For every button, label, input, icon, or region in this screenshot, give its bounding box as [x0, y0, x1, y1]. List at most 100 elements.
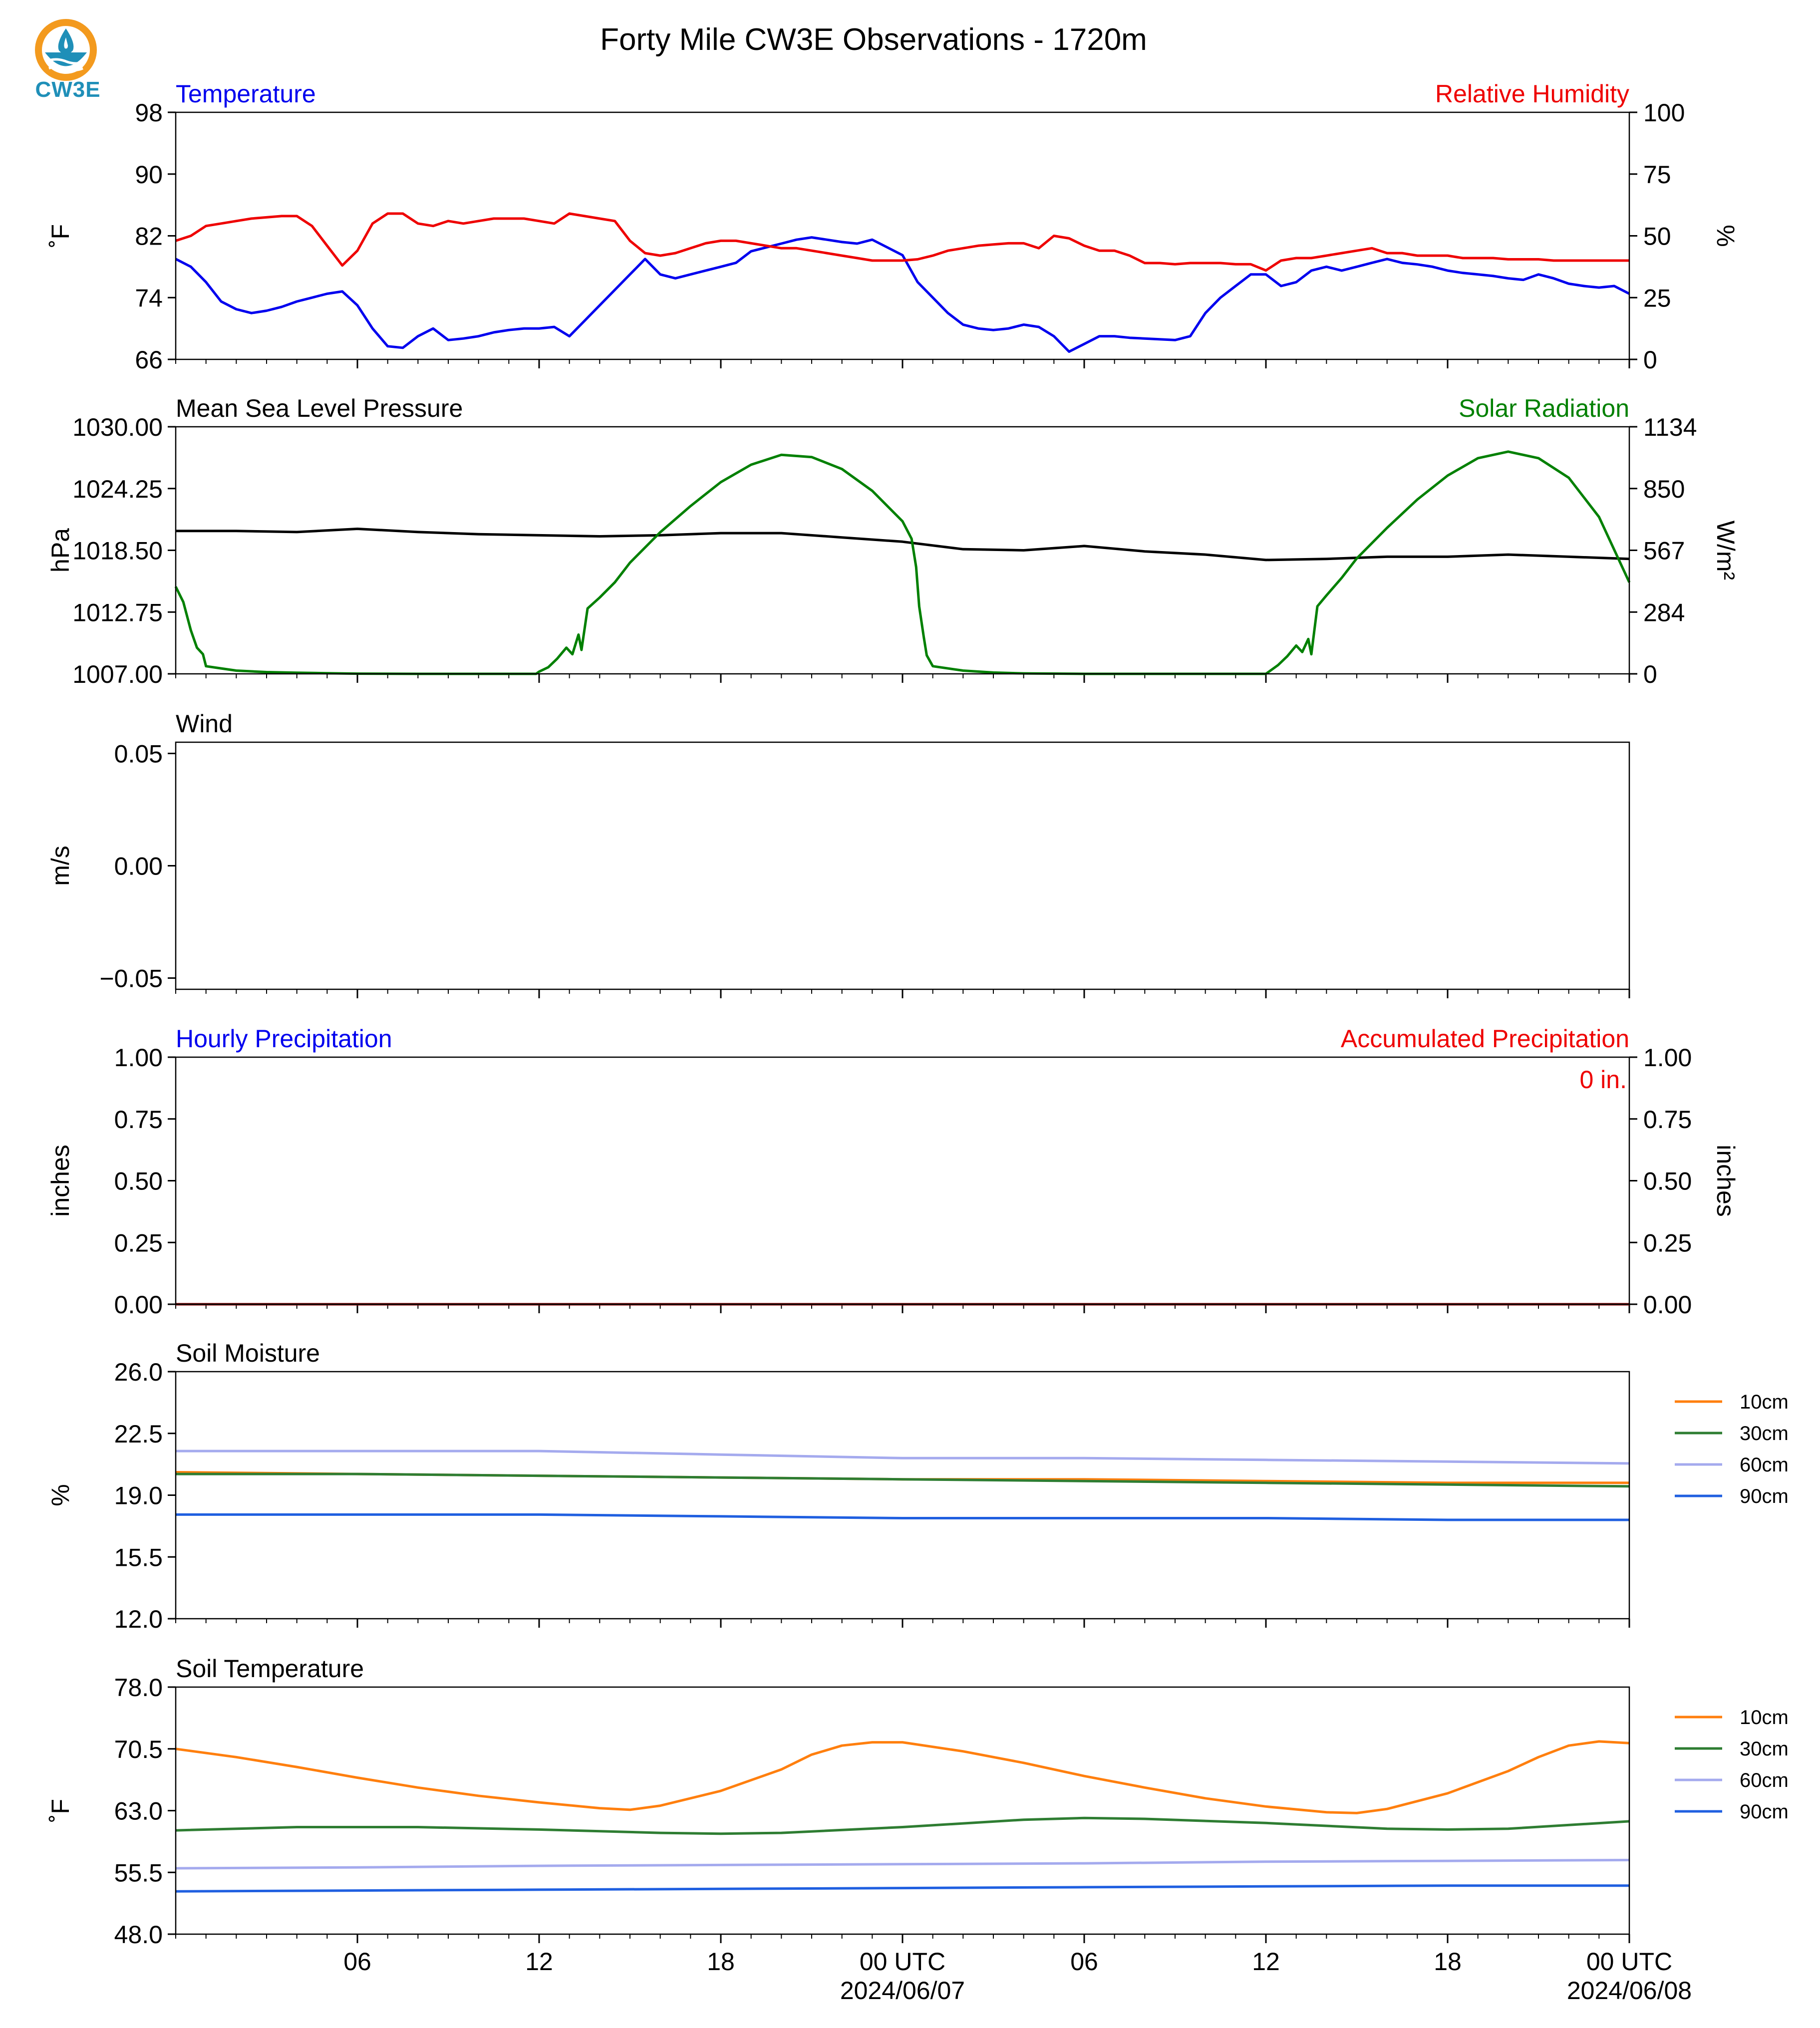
y-tick-label: 90 [135, 161, 163, 189]
panel-left-title: Temperature [176, 80, 316, 108]
y-tick-label: 0.50 [114, 1167, 163, 1195]
panel-6: Soil Temperature ˚F 78.0 70.5 63.0 55.5 48.0 10… [46, 1655, 1789, 1949]
logo-text: CW3E [35, 77, 101, 102]
y-tick-label: 1024.25 [72, 475, 163, 503]
figure-title: Forty Mile CW3E Observations - 1720m [600, 22, 1147, 57]
y2-tick-label: 100 [1643, 99, 1685, 127]
panel-left-title: Soil Temperature [176, 1655, 364, 1683]
x-tick-label: 00 UTC [860, 1948, 945, 1976]
water-drop-icon [35, 19, 97, 81]
y2-tick-label: 50 [1643, 223, 1671, 251]
y2-tick-label: 25 [1643, 284, 1671, 312]
y-tick-label: 0.25 [114, 1229, 163, 1257]
x-tick-label: 12 [525, 1948, 553, 1976]
y2-tick-label: 0.00 [1643, 1291, 1692, 1319]
panel-left-title: Wind [176, 710, 233, 738]
y2-tick-label: 0 [1643, 660, 1657, 688]
legend-label: 10cm [1740, 1707, 1789, 1729]
x-tick-label: 00 UTC [1586, 1948, 1672, 1976]
plot-frame [175, 1056, 1630, 1305]
y2-tick-label: 0.75 [1643, 1106, 1692, 1134]
y-tick-label: 74 [135, 284, 163, 312]
plot-frame [175, 1371, 1630, 1620]
panel-5: Soil Moisture% 26.0 22.5 19.0 15.5 12.0 10cm 30… [46, 1339, 1789, 1633]
y-tick-label: 1030.00 [72, 413, 163, 441]
legend-label: 60cm [1740, 1769, 1789, 1791]
y-tick-label: 0.00 [114, 1291, 163, 1319]
y-tick-label: 0.00 [114, 853, 163, 880]
y-axis-label: inches [46, 1145, 74, 1217]
y-tick-label: 1012.75 [72, 598, 163, 626]
x-tick-label: 06 [1070, 1948, 1098, 1976]
y2-axis-label: W/m² [1712, 521, 1740, 580]
panel-left-title: Soil Moisture [176, 1339, 320, 1367]
x-tick-label: 06 [343, 1948, 371, 1976]
y-tick-label: 1007.00 [72, 660, 163, 688]
y-tick-label: 78.0 [114, 1674, 163, 1702]
y-tick-label: 1018.50 [72, 537, 163, 565]
series-line-30cm [175, 1816, 1630, 1835]
y-tick-label: 26.0 [114, 1358, 163, 1386]
panel-3: Wind m/s 0.05 0.00 −0.05 [46, 710, 1630, 998]
y-tick-label: 1.00 [114, 1044, 163, 1072]
series-line-1 [175, 212, 1629, 272]
y2-tick-label: 284 [1643, 598, 1685, 626]
y2-tick-label: 0.25 [1643, 1229, 1692, 1257]
panel-right-title: Solar Radiation [1459, 394, 1629, 422]
y2-tick-label: 1.00 [1643, 1044, 1692, 1072]
x-tick-label: 18 [707, 1948, 735, 1976]
y2-tick-label: 0.50 [1643, 1167, 1692, 1195]
panel-right-title: Accumulated Precipitation [1341, 1025, 1629, 1053]
y-axis-label: ˚F [46, 1799, 74, 1822]
y-tick-label: 0.05 [114, 740, 163, 768]
y-tick-label: 98 [135, 99, 163, 127]
y-tick-label: 82 [135, 223, 163, 251]
plot-frame [175, 426, 1630, 675]
y-axis-label: m/s [46, 846, 74, 886]
series-line-0 [175, 236, 1630, 353]
legend-label: 90cm [1740, 1801, 1789, 1823]
y2-tick-label: 850 [1643, 475, 1685, 503]
series-line-90cm [175, 1884, 1629, 1893]
y-tick-label: 66 [135, 346, 163, 374]
panel-right-title: Relative Humidity [1435, 80, 1629, 108]
panel-left-title: Mean Sea Level Pressure [176, 394, 463, 422]
y2-tick-label: 567 [1643, 537, 1685, 565]
series-line-60cm [176, 1449, 1630, 1465]
y-axis-label: ˚F [46, 224, 74, 248]
y2-tick-label: 1134 [1643, 413, 1697, 441]
x-date-label: 2024/06/07 [840, 1977, 965, 2005]
legend-label: 90cm [1740, 1485, 1789, 1507]
series-line-1 [174, 450, 1631, 675]
x-tick-label: 12 [1252, 1948, 1280, 1976]
y2-axis-label: inches [1712, 1145, 1740, 1217]
series-line-60cm [175, 1859, 1630, 1870]
y2-tick-label: 75 [1643, 161, 1671, 189]
y-tick-label: 0.75 [114, 1106, 163, 1134]
series-line-30cm [176, 1472, 1630, 1488]
y-tick-label: 55.5 [114, 1859, 163, 1887]
y-axis-label: % [46, 1484, 74, 1506]
y-tick-label: 19.0 [114, 1482, 163, 1510]
y-tick-label: 15.5 [114, 1543, 163, 1571]
series-line-10cm [175, 1740, 1630, 1814]
y-tick-label: 22.5 [114, 1420, 163, 1448]
series-line-0 [176, 528, 1630, 562]
accumulated-total-label: 0 in. [1579, 1066, 1627, 1094]
series-line-90cm [176, 1513, 1629, 1521]
legend-label: 10cm [1740, 1391, 1789, 1413]
cw3e-logo [30, 17, 102, 105]
panel-4: Hourly Precipitation Accumulated Precipit… [46, 1025, 1740, 1319]
legend-label: 60cm [1740, 1454, 1789, 1476]
x-tick-label: 18 [1434, 1948, 1462, 1976]
y2-axis-label: % [1712, 225, 1740, 247]
y-tick-label: 48.0 [114, 1921, 163, 1949]
plot-frame [175, 111, 1630, 360]
panel-1: Temperature Relative Humidity ˚F % 98 90 82 74 6… [46, 80, 1740, 374]
x-date-label: 2024/06/08 [1567, 1977, 1692, 2005]
plot-frame [175, 741, 1630, 990]
plot-frame [175, 1686, 1630, 1935]
legend-label: 30cm [1740, 1423, 1789, 1445]
